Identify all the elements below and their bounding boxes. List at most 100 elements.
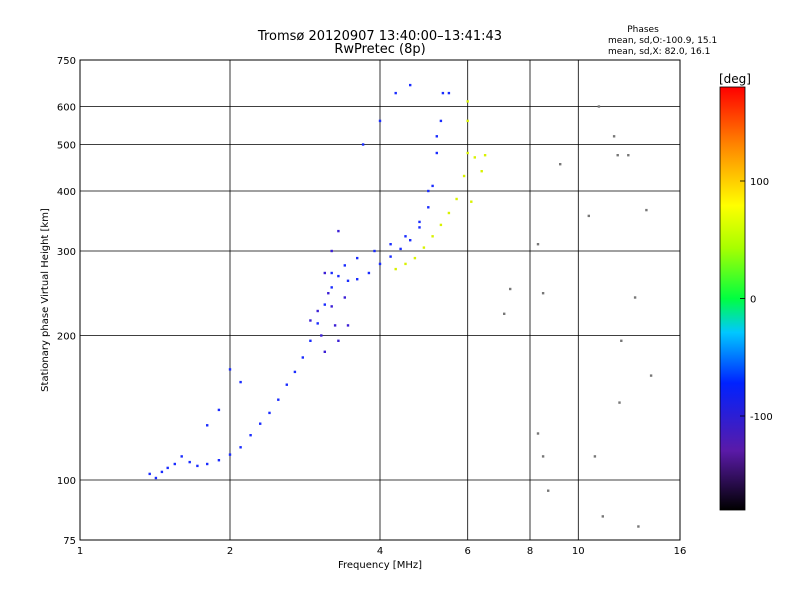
data-point [330, 305, 333, 308]
data-point [196, 464, 199, 468]
data-point [330, 249, 333, 253]
data-point [285, 383, 288, 386]
data-point [330, 271, 333, 275]
data-point [337, 229, 340, 233]
colorbar: [deg] 100 0 -100 [719, 72, 773, 511]
data-point [343, 296, 346, 299]
data-point [503, 312, 506, 315]
data-point [399, 247, 402, 251]
data-point [435, 135, 438, 138]
y-tick-label: 200 [57, 332, 76, 343]
data-point [277, 398, 280, 401]
data-point [323, 303, 326, 306]
x-tick-label: 4 [377, 546, 383, 557]
data-point [404, 235, 407, 238]
data-point [547, 489, 550, 492]
data-point [462, 174, 466, 178]
data-point [593, 455, 597, 458]
data-point [536, 243, 540, 246]
data-point [616, 154, 619, 157]
data-point [239, 446, 242, 449]
data-point [373, 249, 376, 253]
y-tick-label: 400 [57, 187, 76, 198]
colorbar-tick-label: 100 [750, 177, 769, 188]
data-point [536, 432, 540, 435]
data-point [217, 408, 221, 412]
y-tick-label: 300 [57, 247, 76, 258]
data-point [466, 100, 469, 103]
data-point [447, 91, 451, 95]
chart-title: Tromsø 20120907 13:40:00–13:41:43 [257, 29, 502, 44]
colorbar-tick-label: -100 [750, 412, 773, 423]
data-point [228, 453, 232, 456]
y-tick-label: 100 [57, 476, 76, 487]
data-point [637, 525, 640, 528]
data-point [418, 220, 421, 224]
data-point [587, 214, 590, 218]
data-point [323, 350, 326, 353]
x-tick-label: 8 [527, 546, 533, 557]
data-point [601, 515, 604, 518]
data-point [394, 267, 397, 271]
x-tick-label: 16 [674, 546, 687, 557]
data-point [259, 422, 262, 425]
data-point [427, 189, 430, 193]
data-point [309, 319, 312, 322]
data-point [620, 339, 623, 342]
data-point [316, 309, 319, 313]
data-point [249, 434, 252, 437]
data-point [327, 292, 330, 295]
data-point [309, 339, 312, 342]
data-point [612, 135, 616, 138]
data-point [166, 466, 169, 470]
data-point [466, 119, 469, 123]
data-point [541, 455, 545, 458]
colorbar-tick-label: 0 [750, 295, 756, 306]
phases-box-title: Phases [627, 25, 659, 35]
data-point [323, 271, 326, 275]
data-point [480, 170, 483, 173]
data-point [188, 460, 191, 464]
data-point [422, 246, 426, 249]
data-point [559, 163, 562, 166]
data-point [333, 324, 337, 327]
data-point [649, 374, 653, 377]
data-points [148, 83, 653, 528]
data-point [645, 208, 648, 212]
y-axis-label: Stationary phase Virtual Height [km] [40, 208, 51, 392]
data-point [337, 339, 340, 342]
data-point [180, 455, 183, 458]
data-point [389, 243, 392, 246]
phases-box-line-x: mean, sd,X: 82.0, 16.1 [608, 47, 710, 57]
data-point [301, 356, 304, 359]
data-point [378, 119, 382, 123]
data-point [320, 334, 323, 337]
data-point [316, 322, 319, 325]
data-point [541, 292, 545, 295]
data-point [413, 256, 417, 260]
data-point [439, 223, 443, 227]
data-point [455, 197, 458, 201]
data-point [473, 156, 476, 159]
data-point [293, 370, 297, 374]
data-point [470, 200, 473, 203]
colorbar-label: [deg] [719, 72, 751, 86]
data-point [466, 151, 469, 155]
data-point [346, 324, 350, 327]
data-point [337, 274, 340, 278]
y-tick-label: 500 [57, 141, 76, 152]
data-point [447, 211, 451, 215]
ticks: 1 2 4 6 8 10 16 75 100 200 300 400 500 600 750 [57, 56, 686, 557]
data-point [367, 271, 371, 275]
data-point [404, 262, 407, 266]
y-tick-label: 750 [57, 56, 76, 67]
data-point [409, 83, 412, 87]
chart-subtitle: RwPretec (8p) [334, 42, 425, 57]
data-point [509, 287, 512, 291]
x-tick-label: 6 [465, 546, 471, 557]
plot-area: 1 2 4 6 8 10 16 75 100 200 300 400 500 600 750 [57, 56, 686, 557]
data-point [389, 255, 392, 258]
grid [79, 59, 681, 541]
data-point [418, 226, 421, 229]
phases-box-line-o: mean, sd,O:-100.9, 15.1 [608, 36, 717, 46]
